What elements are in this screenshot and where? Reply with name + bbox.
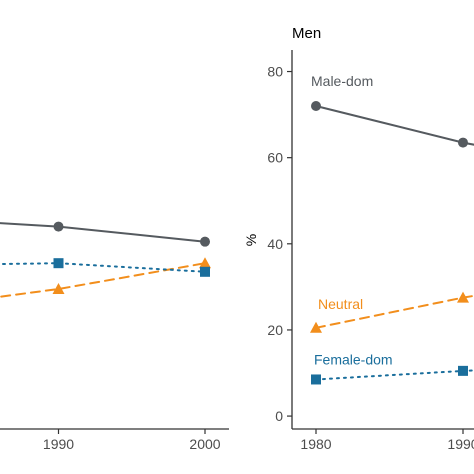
right-x-tick-label-1990: 1990 [447,436,474,452]
y-tick-label-40: 40 [267,236,283,252]
right-point-male-dom-1990 [458,137,468,148]
right-point-male-dom-1980 [311,100,321,111]
left-point-male-2000 [200,236,210,247]
y-tick-label-80: 80 [267,64,283,80]
right-point-neutral-1990 [457,291,469,303]
left-point-female-2000 [200,266,210,277]
right-point-female-dom-1990 [458,365,468,376]
left-series-line-neutral [0,262,206,298]
series-label-female-dom: Female-dom [314,351,393,367]
left-point-female-1990 [53,258,64,269]
y-tick-label-60: 60 [267,150,283,166]
left-point-male-1990 [53,221,64,232]
right-point-female-dom-1980 [311,374,321,385]
right-x-tick-label-1980: 1980 [300,436,331,452]
right-series-line-male-dom [315,105,474,146]
right-point-neutral-1980 [310,321,322,333]
series-label-male-dom: Male-dom [311,73,373,89]
panel-left: 1990 2000 [0,221,229,452]
left-series-line-female [0,262,206,273]
series-label-neutral: Neutral [318,296,363,312]
left-point-neutral-1990 [52,283,65,295]
y-axis-label: % [243,234,259,246]
left-point-neutral-2000 [199,257,211,269]
y-tick-label-20: 20 [267,322,283,338]
y-tick-label-0: 0 [275,408,283,424]
panel-title: Men [292,25,321,42]
panel-right: Men % 0 20 40 60 80 1980 1990 Male-dom Neutral… [243,25,474,452]
left-series-line-male [0,222,206,243]
left-x-tick-label-2000: 2000 [189,436,220,452]
left-x-tick-label-1990: 1990 [43,436,74,452]
